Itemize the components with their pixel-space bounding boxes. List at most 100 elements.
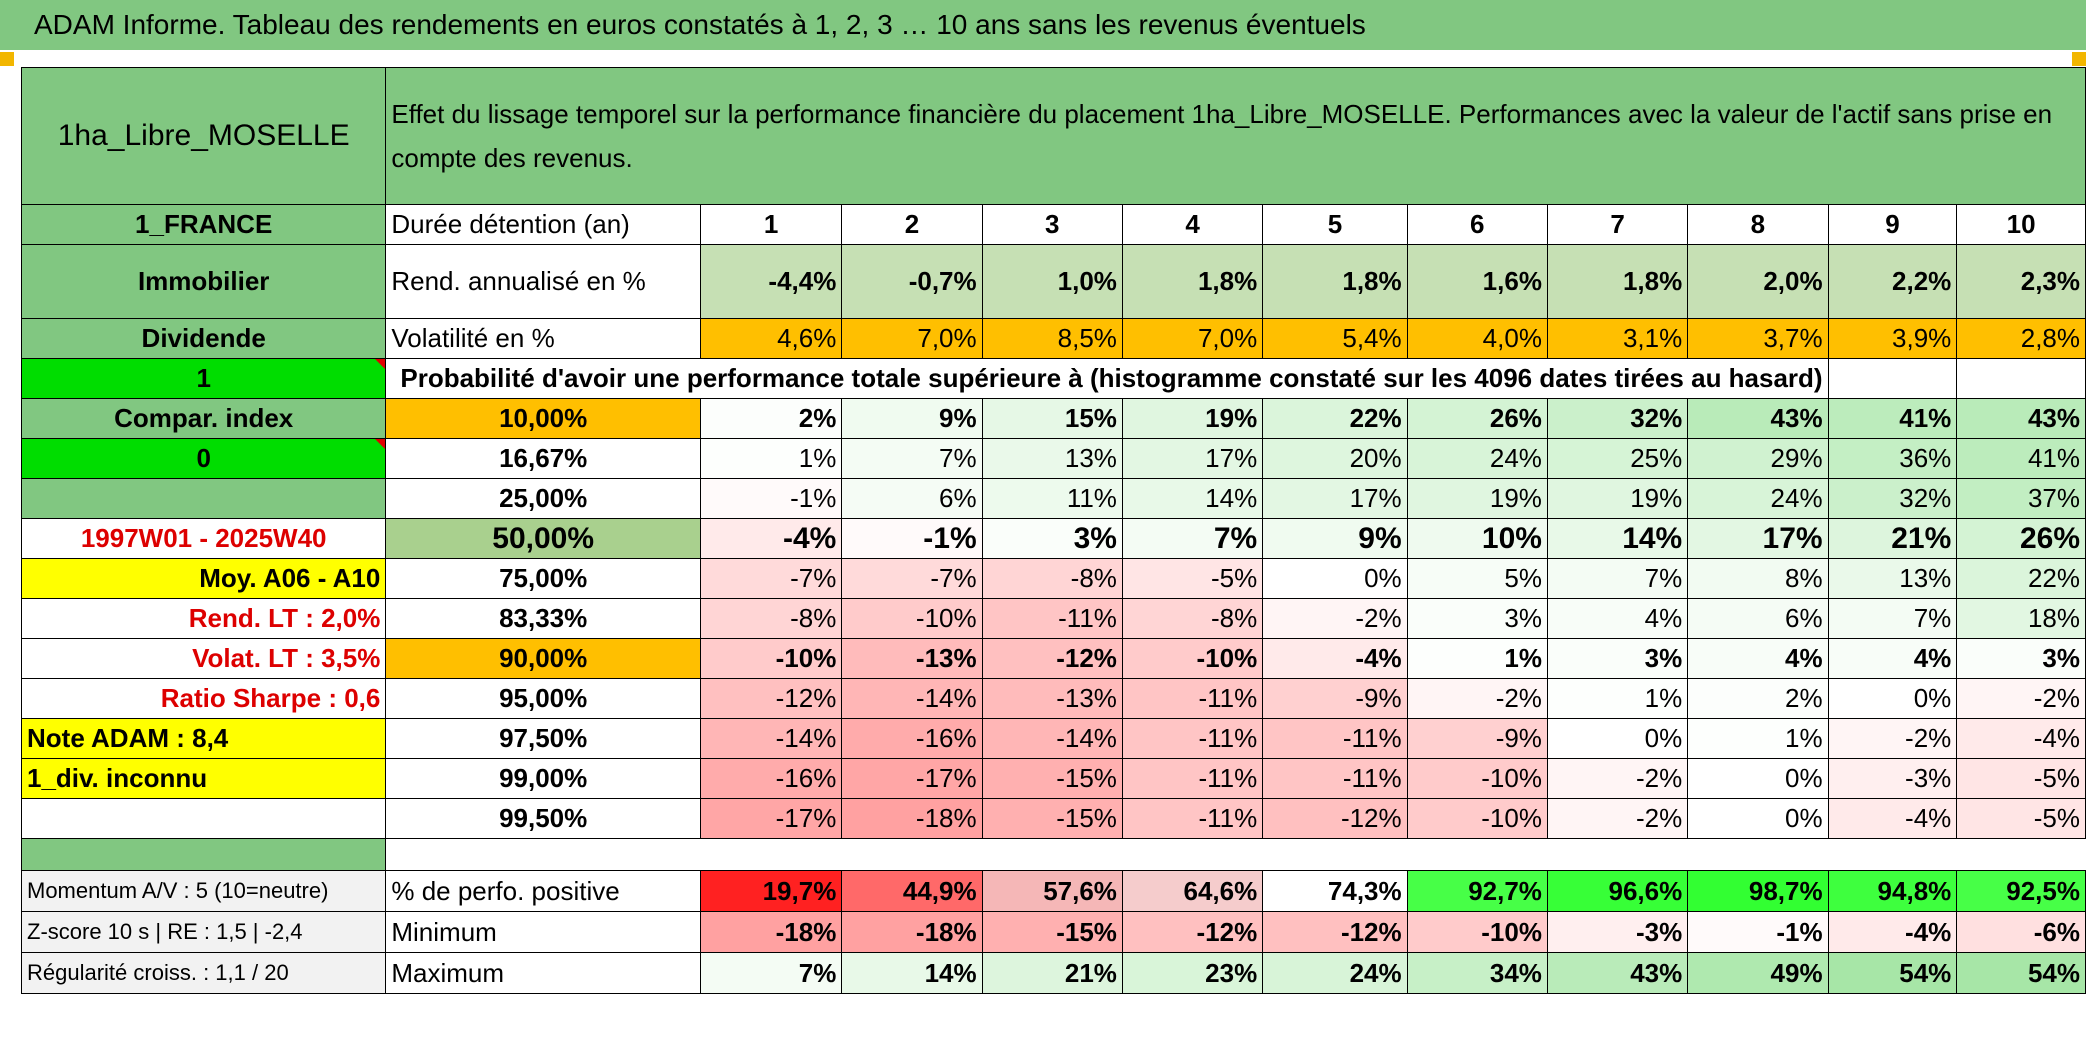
quantile-value-cell[interactable]: 7%	[1827, 598, 1958, 639]
quantile-value-cell[interactable]: -16%	[699, 758, 843, 799]
momentum-cell[interactable]: Momentum A/V : 5 (10=neutre)	[20, 870, 387, 912]
empty-cell[interactable]	[1956, 358, 2086, 399]
footer-value-cell[interactable]: 92,7%	[1406, 870, 1548, 912]
quantile-value-cell[interactable]: -12%	[1262, 798, 1408, 839]
quantile-value-cell[interactable]: 32%	[1546, 398, 1689, 439]
quantile-value-cell[interactable]: 15%	[981, 398, 1123, 439]
annual-return-cell[interactable]: 2,0%	[1687, 244, 1829, 319]
regularity-cell[interactable]: Régularité croiss. : 1,1 / 20	[20, 952, 387, 994]
quantile-label[interactable]: 10,00%	[385, 398, 701, 439]
table-header-text[interactable]: Effet du lissage temporel sur la perform…	[385, 67, 2086, 205]
long-term-return-cell[interactable]: Rend. LT : 2,0%	[20, 598, 387, 639]
annual-return-cell[interactable]: 1,8%	[1262, 244, 1408, 319]
quantile-value-cell[interactable]: -2%	[1827, 718, 1958, 759]
quantile-value-cell[interactable]: 9%	[841, 398, 983, 439]
footer-value-cell[interactable]: 14%	[841, 952, 983, 994]
quantile-value-cell[interactable]: 1%	[1406, 638, 1548, 679]
quantile-value-cell[interactable]: 14%	[1546, 518, 1689, 559]
annual-return-cell[interactable]: 1,6%	[1406, 244, 1548, 319]
quantile-value-cell[interactable]: -4%	[1262, 638, 1408, 679]
footer-label[interactable]: Maximum	[385, 952, 701, 994]
quantile-value-cell[interactable]: 2%	[699, 398, 843, 439]
volatility-cell[interactable]: 3,7%	[1687, 318, 1829, 359]
quantile-value-cell[interactable]: 3%	[1956, 638, 2086, 679]
quantile-value-cell[interactable]: -1%	[699, 478, 843, 519]
quantile-value-cell[interactable]: -10%	[699, 638, 843, 679]
footer-value-cell[interactable]: 43%	[1546, 952, 1689, 994]
quantile-value-cell[interactable]: -2%	[1546, 798, 1689, 839]
quantile-value-cell[interactable]: 0%	[1262, 558, 1408, 599]
footer-value-cell[interactable]: -18%	[841, 911, 983, 953]
quantile-value-cell[interactable]: 19%	[1121, 398, 1264, 439]
quantile-value-cell[interactable]: 43%	[1687, 398, 1829, 439]
quantile-value-cell[interactable]: -10%	[1406, 798, 1548, 839]
year-header[interactable]: 1	[699, 204, 843, 245]
footer-value-cell[interactable]: -1%	[1687, 911, 1829, 953]
quantile-value-cell[interactable]: -11%	[1262, 718, 1408, 759]
year-header[interactable]: 6	[1406, 204, 1548, 245]
quantile-value-cell[interactable]: 41%	[1956, 438, 2086, 479]
quantile-value-cell[interactable]: -10%	[1406, 758, 1548, 799]
year-header[interactable]: 9	[1827, 204, 1958, 245]
quantile-value-cell[interactable]: 20%	[1262, 438, 1408, 479]
quantile-value-cell[interactable]: -9%	[1406, 718, 1548, 759]
quantile-value-cell[interactable]: 14%	[1121, 478, 1264, 519]
quantile-value-cell[interactable]: -12%	[699, 678, 843, 719]
probability-caption[interactable]: Probabilité d'avoir une performance tota…	[385, 358, 1829, 399]
quantile-label[interactable]: 50,00%	[385, 518, 701, 559]
quantile-value-cell[interactable]: 26%	[1956, 518, 2086, 559]
footer-label[interactable]: % de perfo. positive	[385, 870, 701, 912]
annual-return-cell[interactable]: 2,3%	[1956, 244, 2086, 319]
volatility-cell[interactable]: 7,0%	[1121, 318, 1264, 359]
quantile-value-cell[interactable]: 19%	[1406, 478, 1548, 519]
quantile-value-cell[interactable]: -8%	[981, 558, 1123, 599]
annual-return-cell[interactable]: 1,8%	[1546, 244, 1689, 319]
spacer-cell[interactable]	[386, 839, 2086, 871]
quantile-value-cell[interactable]: 4%	[1546, 598, 1689, 639]
quantile-value-cell[interactable]: 13%	[981, 438, 1123, 479]
quantile-value-cell[interactable]: -1%	[841, 518, 983, 559]
quantile-value-cell[interactable]: 3%	[1546, 638, 1689, 679]
quantile-value-cell[interactable]: -17%	[841, 758, 983, 799]
country-cell[interactable]: 1_FRANCE	[20, 204, 387, 245]
quantile-value-cell[interactable]: 24%	[1406, 438, 1548, 479]
quantile-label[interactable]: 99,00%	[385, 758, 701, 799]
quantile-value-cell[interactable]: -7%	[699, 558, 843, 599]
footer-value-cell[interactable]: -18%	[699, 911, 843, 953]
quantile-value-cell[interactable]: 22%	[1262, 398, 1408, 439]
quantile-label[interactable]: 99,50%	[385, 798, 701, 839]
quantile-value-cell[interactable]: 3%	[981, 518, 1123, 559]
quantile-value-cell[interactable]: -4%	[1827, 798, 1958, 839]
quantile-value-cell[interactable]: -5%	[1121, 558, 1264, 599]
quantile-label[interactable]: 97,50%	[385, 718, 701, 759]
empty-cell[interactable]	[20, 798, 387, 839]
quantile-value-cell[interactable]: -11%	[1121, 758, 1264, 799]
quantile-value-cell[interactable]: -3%	[1827, 758, 1958, 799]
quantile-value-cell[interactable]: 0%	[1546, 718, 1689, 759]
year-header[interactable]: 10	[1956, 204, 2086, 245]
empty-cell[interactable]	[1827, 358, 1958, 399]
quantile-value-cell[interactable]: -8%	[1121, 598, 1264, 639]
quantile-value-cell[interactable]: -7%	[841, 558, 983, 599]
quantile-value-cell[interactable]: -13%	[981, 678, 1123, 719]
footer-value-cell[interactable]: -12%	[1121, 911, 1264, 953]
duration-label[interactable]: Durée détention (an)	[385, 204, 701, 245]
quantile-value-cell[interactable]: -11%	[1121, 678, 1264, 719]
footer-label[interactable]: Minimum	[385, 911, 701, 953]
quantile-value-cell[interactable]: 21%	[1827, 518, 1958, 559]
footer-value-cell[interactable]: 98,7%	[1687, 870, 1829, 912]
quantile-value-cell[interactable]: 0%	[1827, 678, 1958, 719]
footer-value-cell[interactable]: -3%	[1546, 911, 1689, 953]
quantile-value-cell[interactable]: -14%	[981, 718, 1123, 759]
annual-return-cell[interactable]: -4,4%	[699, 244, 843, 319]
volatility-cell[interactable]: 7,0%	[841, 318, 983, 359]
quantile-value-cell[interactable]: -13%	[841, 638, 983, 679]
footer-value-cell[interactable]: 54%	[1827, 952, 1958, 994]
footer-value-cell[interactable]: -4%	[1827, 911, 1958, 953]
quantile-value-cell[interactable]: -2%	[1406, 678, 1548, 719]
footer-value-cell[interactable]: 23%	[1121, 952, 1264, 994]
footer-value-cell[interactable]: 92,5%	[1956, 870, 2086, 912]
footer-value-cell[interactable]: -10%	[1406, 911, 1548, 953]
quantile-value-cell[interactable]: 25%	[1546, 438, 1689, 479]
footer-value-cell[interactable]: 19,7%	[699, 870, 843, 912]
